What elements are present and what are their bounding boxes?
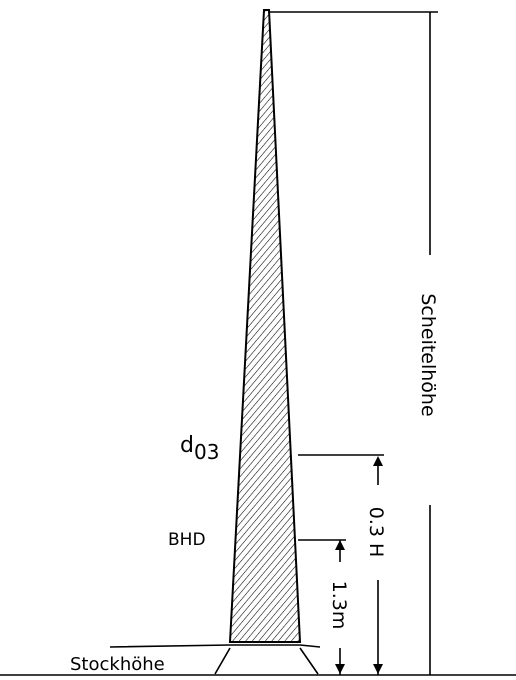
stump-label: Stockhöhe: [70, 654, 165, 675]
h03-dimension: [298, 454, 384, 675]
d03-label: d03: [180, 433, 219, 464]
bhd-label: BHD: [168, 530, 206, 550]
d03-main: d: [180, 433, 194, 458]
d03-subscript: 03: [194, 440, 219, 464]
crown-height-dimension: [268, 11, 438, 675]
h13-label: 1.3m: [328, 581, 350, 630]
trunk: [228, 9, 302, 643]
crown-height-label: Scheitelhöhe: [417, 293, 439, 416]
h03-label: 0.3 H: [365, 507, 387, 558]
stump: [109, 644, 321, 675]
